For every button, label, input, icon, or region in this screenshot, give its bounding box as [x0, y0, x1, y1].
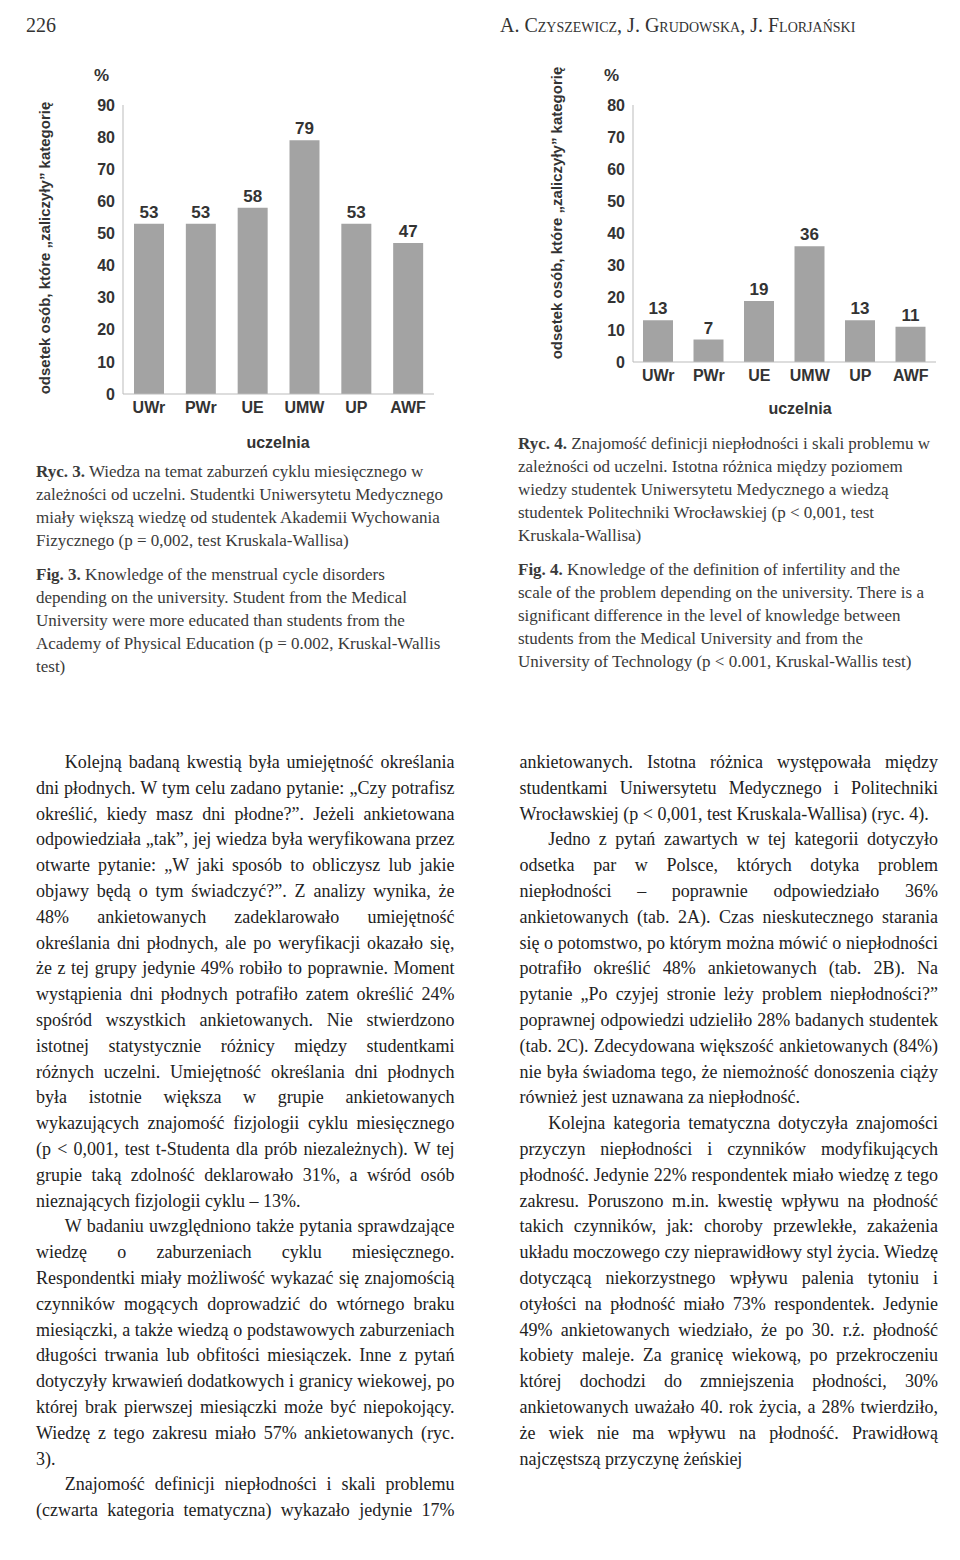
svg-text:UMW: UMW: [790, 367, 831, 384]
svg-text:40: 40: [607, 225, 625, 242]
html-text:Ryc. 3. Wiedza na temat zaburz: Ryc. 3. Wiedza na temat zaburzeń cyklu m…: [36, 462, 443, 550]
svg-text:0: 0: [616, 354, 625, 371]
svg-text:10: 10: [607, 322, 625, 339]
svg-text:58: 58: [243, 187, 262, 206]
svg-text:UP: UP: [849, 367, 872, 384]
html-text:uczelnia: uczelnia: [768, 400, 832, 417]
html-text:Fig. 4. Knowledge of the defin: Fig. 4. Knowledge of the definition of i…: [518, 560, 924, 671]
svg-text:36: 36: [800, 225, 819, 244]
svg-text:60: 60: [607, 161, 625, 178]
html-text:odsetek osób, które „zaliczyły: odsetek osób, które „zaliczyły” kategori…: [548, 66, 565, 360]
svg-text:AWF: AWF: [893, 367, 929, 384]
svg-text:UMW: UMW: [284, 399, 325, 416]
html-text:Jedno z pytań zawartych w tej: Jedno z pytań zawartych w tej kategorii …: [519, 829, 938, 1108]
html-text:odsetek osób, które „zaliczyły: odsetek osób, które „zaliczyły” kategori…: [36, 101, 53, 395]
svg-text:79: 79: [295, 119, 314, 138]
svg-text:UWr: UWr: [133, 399, 166, 416]
html-text:Kolejną badaną kwestią była um: Kolejną badaną kwestią była umiejętność …: [36, 752, 455, 1211]
svg-text:20: 20: [97, 321, 115, 338]
svg-text:80: 80: [607, 97, 625, 114]
svg-text:40: 40: [97, 257, 115, 274]
html-text:W badaniu uwzględniono także p: W badaniu uwzględniono także pytania spr…: [36, 1216, 455, 1469]
svg-text:UE: UE: [748, 367, 771, 384]
html-text:Ryc. 4. Znajomość definicji ni: Ryc. 4. Znajomość definicji niepłodności…: [518, 434, 931, 545]
html-text:Fig. 3. Knowledge of the menst: Fig. 3. Knowledge of the menstrual cycle…: [36, 565, 441, 676]
svg-text:7: 7: [704, 319, 713, 338]
svg-text:20: 20: [607, 289, 625, 306]
svg-text:70: 70: [607, 129, 625, 146]
svg-text:UE: UE: [241, 399, 264, 416]
svg-text:UP: UP: [345, 399, 368, 416]
html-text:A. Czyszewicz, J. Grudowska, J: A. Czyszewicz, J. Grudowska, J. Florjańs…: [500, 14, 856, 36]
html-text:Kolejna kategoria tematyczna d: Kolejna kategoria tematyczna dotyczyła z…: [519, 1113, 938, 1469]
svg-text:53: 53: [140, 203, 159, 222]
svg-text:47: 47: [399, 222, 418, 241]
svg-text:11: 11: [902, 306, 920, 325]
svg-text:70: 70: [97, 161, 115, 178]
svg-text:UWr: UWr: [642, 367, 675, 384]
html-text:Znajomość definicji niepłodnoś: Znajomość definicji niepłodności i skali…: [36, 752, 938, 1521]
svg-text:53: 53: [347, 203, 366, 222]
svg-text:0: 0: [106, 386, 115, 403]
svg-text:PWr: PWr: [185, 399, 217, 416]
svg-text:13: 13: [649, 299, 668, 318]
html-text:226: 226: [26, 14, 56, 36]
svg-text:10: 10: [97, 354, 115, 371]
svg-text:53: 53: [191, 203, 210, 222]
svg-text:19: 19: [750, 280, 769, 299]
svg-text:PWr: PWr: [693, 367, 725, 384]
svg-text:80: 80: [97, 129, 115, 146]
svg-text:90: 90: [97, 97, 115, 114]
svg-text:30: 30: [607, 257, 625, 274]
svg-text:50: 50: [97, 225, 115, 242]
svg-text:60: 60: [97, 193, 115, 210]
html-text:uczelnia: uczelnia: [246, 434, 310, 451]
svg-text:50: 50: [607, 193, 625, 210]
svg-text:30: 30: [97, 289, 115, 306]
svg-text:AWF: AWF: [390, 399, 426, 416]
svg-text:13: 13: [851, 299, 870, 318]
